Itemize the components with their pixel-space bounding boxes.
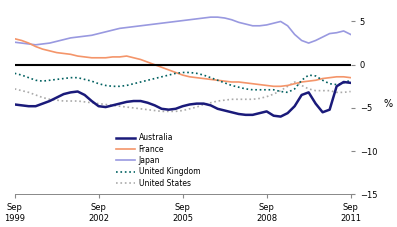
Legend: Australia, France, Japan, United Kingdom, United States: Australia, France, Japan, United Kingdom…: [113, 130, 203, 191]
Y-axis label: %: %: [384, 99, 393, 109]
